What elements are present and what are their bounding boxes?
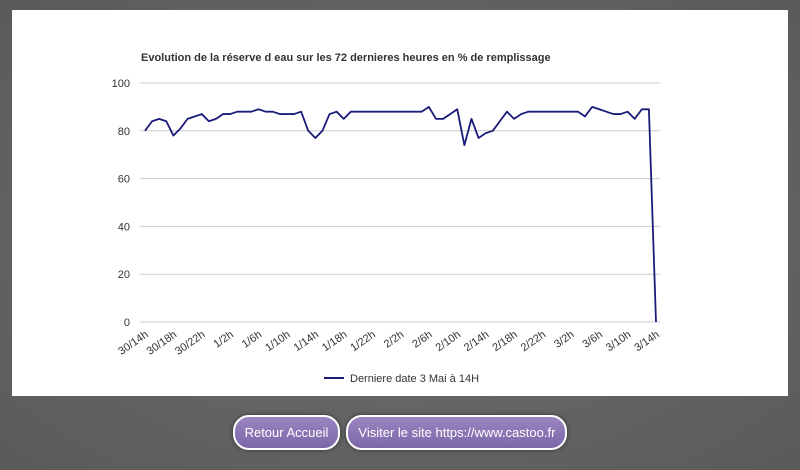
x-tick-label: 2/2h [382,329,406,351]
x-tick-label: 2/22h [519,329,548,355]
x-tick-label: 2/18h [490,329,519,355]
chart-title: Evolution de la réserve d eau sur les 72… [141,52,551,64]
x-tick-label: 1/10h [263,329,292,355]
button-bar: Retour Accueil Visiter le site https://w… [0,415,800,450]
chart-panel: Evolution de la réserve d eau sur les 72… [12,10,788,396]
x-tick-label: 30/22h [173,329,207,358]
x-tick-label: 2/10h [434,329,463,355]
data-line [144,106,657,323]
legend-label: Derniere date 3 Mai à 14H [350,373,479,385]
x-tick-label: 1/18h [320,329,349,355]
x-tick-label: 3/14h [632,329,661,355]
site-button[interactable]: Visiter le site https://www.castoo.fr [346,415,568,450]
x-tick-label: 30/18h [145,329,179,358]
chart: Evolution de la réserve d eau sur les 72… [112,52,662,385]
y-tick-label: 0 [124,317,130,329]
x-tick-label: 3/2h [552,329,576,351]
y-tick-label: 40 [118,221,130,233]
x-tick-label: 2/6h [410,329,434,351]
home-button[interactable]: Retour Accueil [232,415,341,450]
x-tick-label: 2/14h [462,329,491,355]
y-tick-label: 100 [112,78,130,90]
y-tick-label: 80 [118,126,130,138]
x-tick-label: 3/6h [581,329,605,351]
y-tick-label: 20 [118,269,130,281]
x-tick-label: 1/22h [348,329,377,355]
x-tick-label: 30/14h [116,329,150,358]
x-tick-label: 1/14h [292,329,321,355]
x-tick-label: 1/6h [240,329,264,351]
x-tick-label: 3/10h [604,329,633,355]
x-tick-label: 1/2h [211,329,235,351]
y-tick-label: 60 [118,174,130,186]
